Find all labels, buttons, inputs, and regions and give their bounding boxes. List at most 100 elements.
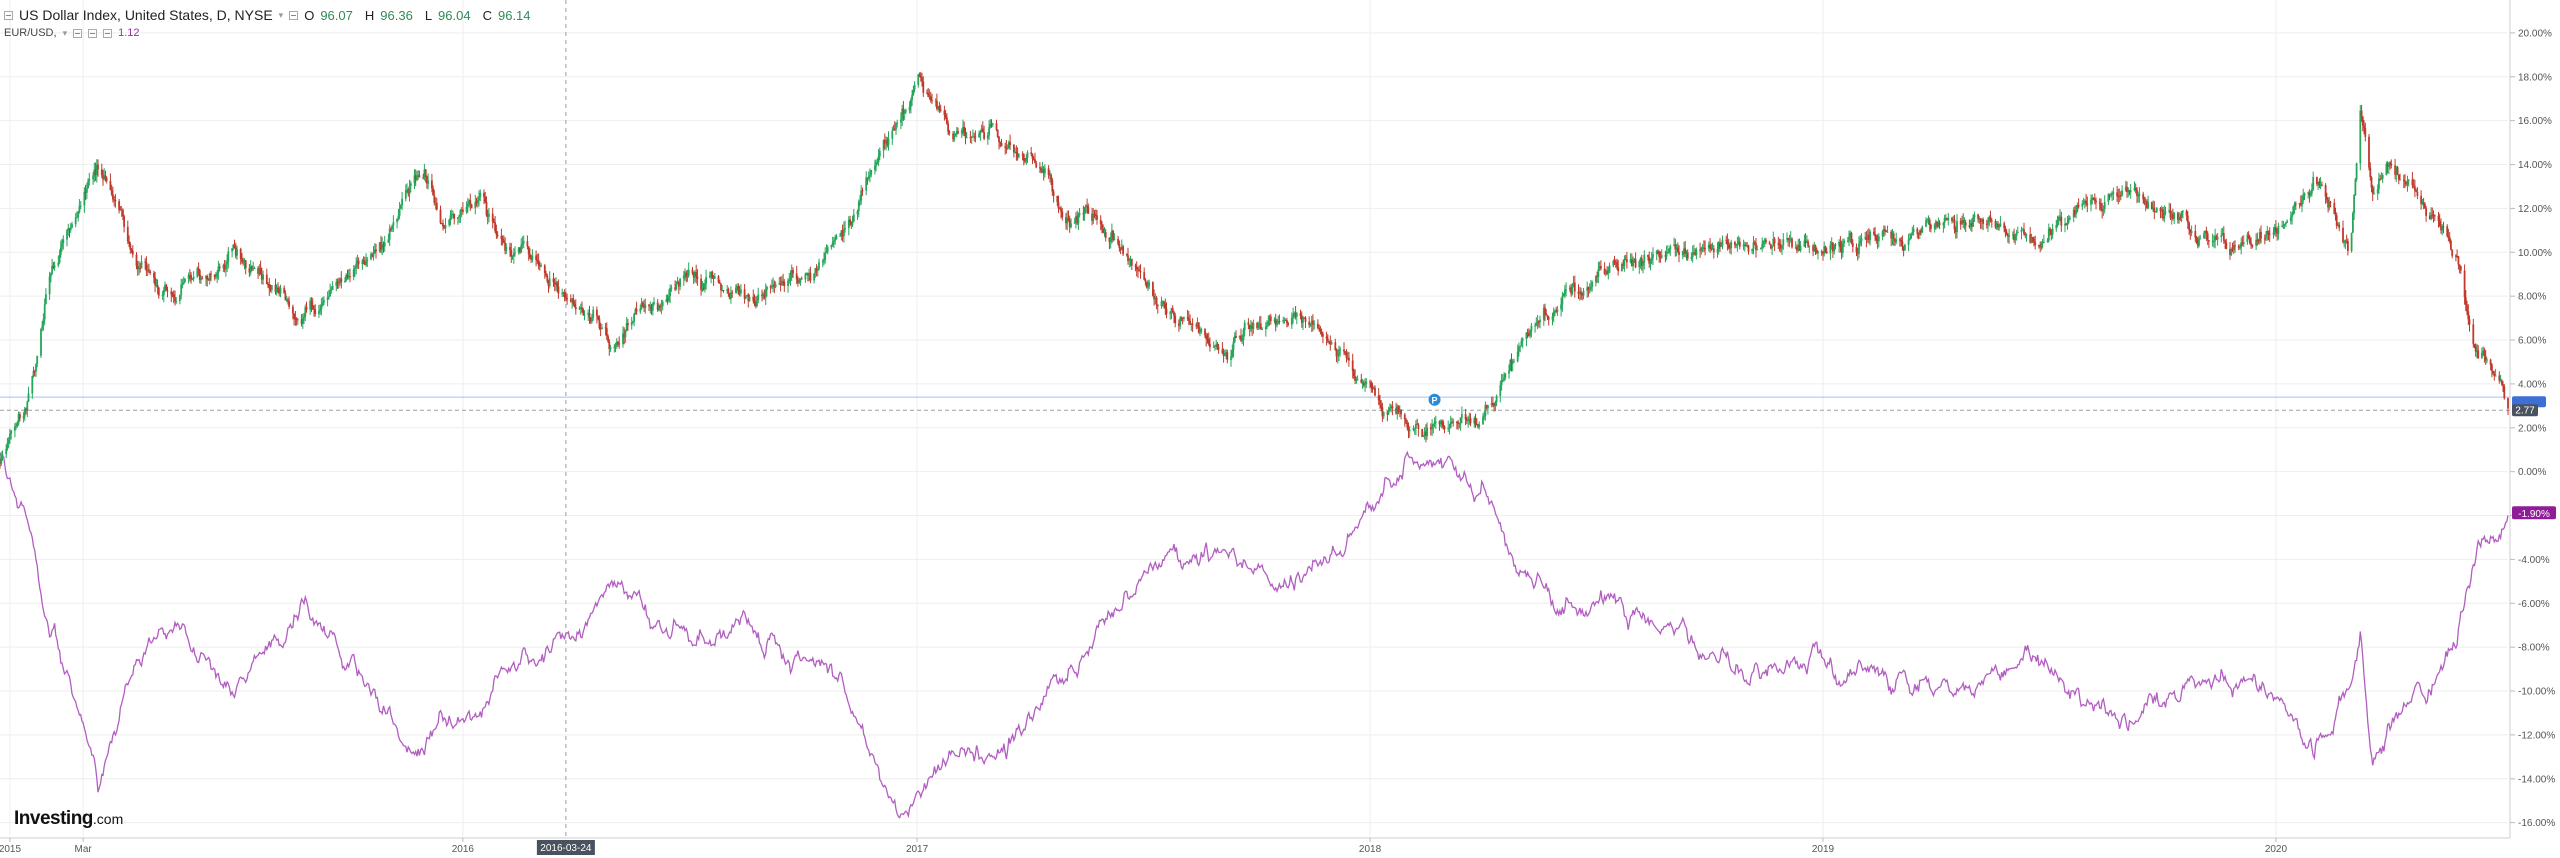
dxy-candle-body [1711, 248, 1714, 250]
dxy-candle-body [215, 276, 217, 278]
dxy-candle-body [651, 304, 654, 311]
dxy-candle-body [43, 304, 46, 320]
dxy-candle-body [1487, 405, 1489, 409]
dxy-candle-body [2456, 256, 2458, 257]
dxy-candle-body [305, 307, 308, 310]
dxy-candle-body [1612, 260, 1615, 266]
dxy-candle-body [1494, 401, 1497, 406]
dxy-candle-body [1667, 252, 1669, 254]
event-marker[interactable]: P [1428, 393, 1441, 406]
dxy-candle-body [635, 309, 638, 312]
dxy-candle-body [746, 294, 748, 297]
dxy-candle-body [2057, 217, 2060, 221]
dxy-candle-body [1804, 240, 1807, 243]
y-tick-label: 6.00% [2518, 336, 2546, 347]
dxy-candle-body [1400, 410, 1402, 415]
dxy-candle-body [511, 256, 514, 258]
dxy-candle-body [2047, 228, 2050, 241]
dxy-candle-body [1232, 341, 1235, 351]
dxy-candle-body [232, 244, 235, 249]
dxy-candle-body [1691, 252, 1694, 257]
compare-series-title[interactable]: EUR/USD, [4, 26, 57, 39]
dxy-candle-body [1765, 239, 1767, 243]
dxy-candle-body [694, 272, 696, 278]
dxy-candle-body [1004, 146, 1007, 148]
dxy-candle-body [1026, 152, 1029, 158]
dxy-candle-body [242, 261, 245, 263]
dxy-candle-body [728, 293, 731, 299]
dxy-candle-body [1169, 312, 1172, 314]
dxy-candle-body [449, 215, 452, 220]
dxy-candle-body [1221, 349, 1224, 354]
dxy-candle-body [1695, 249, 1698, 255]
dxy-candle-body [1145, 281, 1148, 288]
dxy-candle-body [51, 265, 53, 274]
main-series-title[interactable]: US Dollar Index, United States, D, NYSE [19, 7, 273, 23]
dxy-candle-body [939, 109, 942, 111]
dxy-candle-body [201, 278, 204, 280]
dxy-candle-body [748, 296, 751, 301]
dxy-candle-body [2258, 232, 2261, 242]
dxy-candle-body [2292, 206, 2295, 215]
dxy-candle-body [787, 280, 789, 286]
dxy-last-value-label: 2.77 [2515, 406, 2535, 417]
settings-icon[interactable] [289, 10, 299, 20]
dxy-candle-body [883, 140, 886, 144]
chevron-down-icon[interactable]: ▾ [278, 9, 284, 20]
x-axis-scale[interactable] [0, 839, 2510, 858]
dxy-candle-body [249, 266, 252, 273]
x-tick-label: 2018 [1359, 844, 1382, 855]
dxy-candle-body [1951, 217, 1953, 221]
dxy-candle-body [1509, 360, 1512, 371]
dxy-candle-body [1631, 259, 1633, 267]
dxy-candle-body [531, 255, 534, 260]
dxy-candle-body [1917, 233, 1920, 235]
y-tick-label: 16.00% [2518, 116, 2552, 127]
settings-icon[interactable] [88, 28, 98, 38]
eye-icon[interactable] [73, 28, 83, 38]
dxy-candle-body [1292, 315, 1294, 318]
event-marker-icon[interactable] [1428, 393, 1441, 406]
dxy-candle-body [1501, 380, 1504, 382]
dxy-candle-body [1304, 317, 1307, 322]
dxy-candle-body [2414, 186, 2416, 191]
dxy-candle-body [1621, 264, 1623, 272]
dxy-candle-body [779, 283, 782, 286]
dxy-candle-body [761, 294, 763, 296]
dxy-candle-body [1094, 215, 1097, 217]
dxy-candle-body [2507, 398, 2509, 409]
dxy-candle-body [1500, 380, 1503, 386]
dxy-candle-body [1222, 353, 1225, 356]
dxy-candle-body [661, 301, 664, 307]
dxy-candle-body [1503, 377, 1505, 381]
dxy-candle-body [917, 74, 920, 85]
dxy-candle-body [999, 141, 1002, 143]
dxy-candle-body [465, 206, 468, 212]
dxy-candle-body [957, 131, 959, 134]
dxy-candle-body [2285, 222, 2287, 224]
dxy-candle-body [674, 287, 676, 290]
dxy-candle-body [1721, 239, 1724, 246]
dxy-candle-body [1113, 238, 1116, 241]
dxy-candle-body [1655, 250, 1658, 254]
close-icon[interactable] [103, 28, 113, 38]
dxy-candle-body [592, 309, 595, 318]
dxy-candle-body [383, 242, 386, 247]
dxy-candle-body [457, 217, 459, 219]
dxy-candle-body [1264, 326, 1267, 329]
dxy-candles [0, 71, 2509, 469]
dxy-candle-body [686, 275, 689, 278]
dxy-candle-body [2371, 187, 2374, 194]
dxy-candle-body [2003, 223, 2006, 229]
dxy-candle-body [1207, 339, 1210, 344]
chevron-down-icon[interactable]: ▾ [62, 27, 68, 38]
dxy-candle-body [944, 115, 947, 118]
dxy-candle-body [2024, 234, 2027, 236]
dxy-candle-body [604, 327, 607, 329]
dxy-candle-body [1987, 221, 1989, 225]
dxy-candle-body [843, 229, 845, 237]
dxy-candle-body [1735, 244, 1737, 246]
dxy-candle-body [406, 189, 408, 191]
collapse-icon[interactable] [4, 10, 13, 20]
